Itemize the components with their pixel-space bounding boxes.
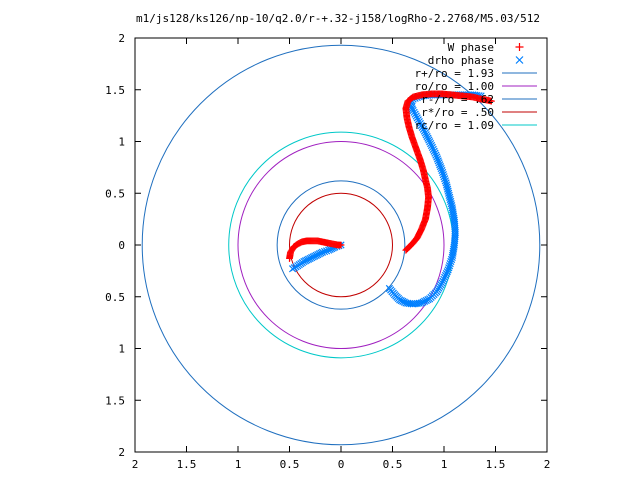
drho-phase-point bbox=[431, 149, 439, 157]
drho-phase-point bbox=[434, 157, 442, 165]
y-tick-label: 2 bbox=[118, 446, 125, 459]
drho-phase-point bbox=[417, 121, 425, 130]
legend-label: drho phase bbox=[428, 54, 494, 67]
drho-phase-point bbox=[448, 204, 456, 212]
reference-circles bbox=[141, 44, 541, 446]
drho-phase-point bbox=[441, 271, 450, 280]
drho-phase-point bbox=[445, 189, 453, 197]
drho-phase-point bbox=[440, 173, 448, 181]
drho-phase-point bbox=[447, 197, 455, 206]
legend-label: ro/ro = 1.00 bbox=[415, 80, 494, 93]
legend-label: r*/ro = .50 bbox=[421, 106, 494, 119]
drho-phase-point bbox=[424, 134, 432, 142]
drho-phase-point bbox=[446, 195, 454, 204]
drho-phase-point bbox=[433, 155, 442, 163]
drho-phase-point bbox=[429, 145, 437, 153]
y-tick-label: 0.5 bbox=[105, 187, 125, 200]
drho-phase-point bbox=[443, 185, 452, 193]
drho-phase-point bbox=[445, 262, 454, 270]
x-tick-label: 1.5 bbox=[177, 458, 197, 471]
drho-phase-point bbox=[442, 179, 450, 187]
drho-phase-point bbox=[444, 187, 452, 195]
drho-phase-point bbox=[441, 273, 449, 282]
x-tick-label: 1 bbox=[441, 458, 448, 471]
drho-phase-point bbox=[427, 141, 436, 150]
plot-axes: 2 1.5 1 0.5 0 0.5 1 1.5 221.510.500.511.52 bbox=[105, 32, 550, 471]
legend-swatch-cross bbox=[515, 56, 524, 64]
drho-phase-point bbox=[443, 183, 451, 191]
drho-phase-point bbox=[447, 255, 456, 264]
drho-phase-point bbox=[420, 127, 429, 135]
drho-phase-point bbox=[433, 153, 441, 161]
y-tick-label: 1 bbox=[118, 343, 125, 356]
drho-phase-point bbox=[422, 131, 430, 139]
drho-phase-point bbox=[447, 257, 455, 266]
w-phase-point bbox=[487, 97, 495, 105]
drho-phase-point bbox=[425, 136, 433, 144]
drho-phase-point bbox=[448, 202, 456, 210]
drho-phase-point bbox=[445, 191, 453, 199]
w-phase-point bbox=[337, 241, 345, 249]
circle-r-ro bbox=[289, 192, 393, 298]
y-tick-label: 1.5 bbox=[105, 84, 125, 97]
drho-phase-point bbox=[446, 260, 454, 268]
phase-markers bbox=[286, 90, 495, 308]
drho-phase-point bbox=[430, 147, 438, 155]
y-tick-label: 1 bbox=[118, 136, 125, 149]
drho-phase-point bbox=[446, 193, 454, 202]
legend-label: rc/ro = 1.09 bbox=[415, 119, 494, 132]
x-tick-label: 2 bbox=[544, 458, 551, 471]
x-tick-label: 1.5 bbox=[486, 458, 506, 471]
legend-label: r-/ro = .62 bbox=[421, 93, 494, 106]
drho-phase-point bbox=[318, 248, 327, 256]
drho-phase-point bbox=[320, 247, 329, 256]
y-tick-label: 2 bbox=[118, 32, 125, 45]
y-tick-label: 0 bbox=[118, 239, 125, 252]
y-tick-label: 0.5 bbox=[105, 291, 125, 304]
drho-phase-point bbox=[435, 159, 443, 167]
circle-r-ro bbox=[141, 44, 541, 446]
drho-phase-point bbox=[441, 175, 449, 183]
drho-phase-point bbox=[416, 119, 424, 128]
drho-phase-point bbox=[439, 277, 447, 285]
y-tick-label: 1.5 bbox=[105, 394, 125, 407]
drho-phase-point bbox=[441, 177, 449, 185]
drho-phase-point bbox=[421, 129, 429, 137]
legend-swatch-plus bbox=[515, 43, 524, 51]
circle-rc-ro bbox=[228, 131, 454, 359]
drho-phase-point bbox=[443, 268, 451, 276]
drho-phase-point bbox=[438, 166, 446, 175]
drho-phase-point bbox=[442, 181, 451, 189]
chart-title: m1/js128/ks126/np-10/q2.0/r-+.32-j158/lo… bbox=[136, 12, 540, 25]
drho-phase-point bbox=[419, 125, 428, 133]
drho-phase-point bbox=[418, 123, 426, 131]
drho-phase-point bbox=[428, 143, 437, 152]
drho-phase-point bbox=[415, 118, 423, 126]
legend-label: r+/ro = 1.93 bbox=[415, 67, 494, 80]
drho-phase-point bbox=[442, 270, 451, 278]
circle-r-ro bbox=[276, 180, 406, 310]
x-tick-label: 1 bbox=[235, 458, 242, 471]
drho-phase-point bbox=[423, 132, 431, 141]
drho-phase-point bbox=[447, 199, 455, 208]
x-tick-label: 0.5 bbox=[383, 458, 403, 471]
drho-phase-point bbox=[439, 168, 447, 177]
drho-phase-point bbox=[437, 164, 445, 173]
drho-phase-point bbox=[444, 266, 452, 274]
drho-phase-point bbox=[436, 161, 444, 169]
circle-ro-ro bbox=[237, 141, 445, 349]
x-tick-label: 0 bbox=[338, 458, 345, 471]
legend-label: W phase bbox=[448, 41, 494, 54]
drho-phase-point bbox=[426, 138, 434, 146]
x-tick-label: 2 bbox=[132, 458, 139, 471]
drho-phase-point bbox=[439, 170, 447, 179]
drho-phase-point bbox=[426, 139, 435, 148]
drho-phase-point bbox=[440, 275, 448, 283]
drho-phase-point bbox=[432, 151, 440, 159]
drho-phase-point bbox=[445, 264, 453, 272]
x-tick-label: 0.5 bbox=[280, 458, 300, 471]
drho-phase-point bbox=[436, 163, 445, 171]
